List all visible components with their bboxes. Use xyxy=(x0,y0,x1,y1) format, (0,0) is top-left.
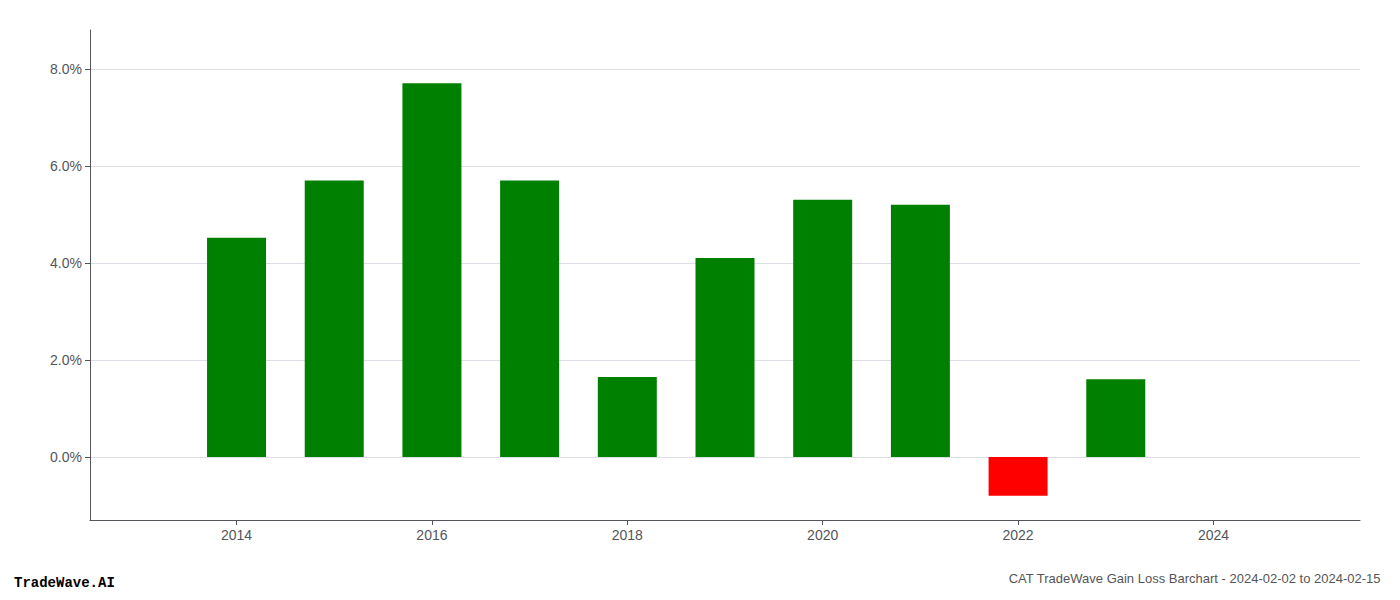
svg-text:8.0%: 8.0% xyxy=(50,61,82,77)
svg-text:2022: 2022 xyxy=(1002,527,1033,543)
svg-text:2016: 2016 xyxy=(416,527,447,543)
svg-text:2024: 2024 xyxy=(1198,527,1229,543)
svg-text:2018: 2018 xyxy=(612,527,643,543)
svg-text:6.0%: 6.0% xyxy=(50,158,82,174)
svg-text:2014: 2014 xyxy=(221,527,252,543)
svg-text:2.0%: 2.0% xyxy=(50,352,82,368)
svg-text:CAT TradeWave Gain Loss Barcha: CAT TradeWave Gain Loss Barchart - 2024-… xyxy=(1009,571,1381,586)
svg-text:2020: 2020 xyxy=(807,527,838,543)
svg-text:TradeWave.AI: TradeWave.AI xyxy=(14,575,115,591)
svg-text:4.0%: 4.0% xyxy=(50,255,82,271)
svg-text:0.0%: 0.0% xyxy=(50,449,82,465)
